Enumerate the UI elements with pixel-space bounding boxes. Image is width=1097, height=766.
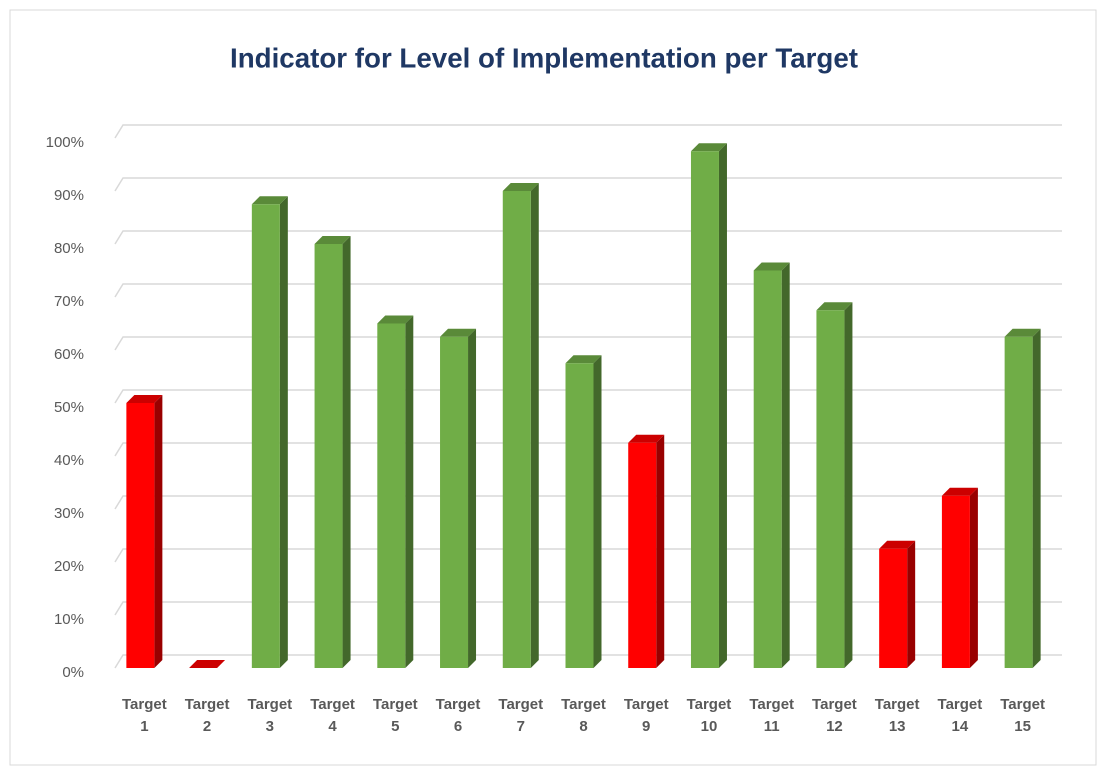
bar-top [565,355,602,364]
x-tick-label: Target 14 [937,696,983,735]
grid-line [114,442,1062,457]
grid-line [114,177,1062,192]
bar-top [690,143,727,152]
grid-line [114,495,1062,510]
bar [753,262,790,668]
grid-line [114,601,1062,616]
bar-front [753,270,782,668]
x-tick-label: Target 3 [247,696,293,735]
bar-side [405,315,414,668]
chart-border [9,9,1097,766]
bar [628,434,665,668]
bar [440,328,477,668]
x-tick-label: Target 8 [561,696,606,735]
bar-front [628,442,657,668]
y-tick-label: 20% [54,558,84,575]
x-tick-label: Target 12 [812,696,857,735]
bar-front [251,204,280,668]
y-tick-label: 0% [62,664,84,681]
bar-top [377,315,414,324]
x-tick-label: Target 11 [749,696,795,735]
bar-side [656,434,665,668]
bar-side [279,196,288,668]
bar [941,487,978,668]
bar-side [342,236,351,668]
x-tick-label: Target 5 [372,696,418,735]
bar [565,355,602,668]
bar-top [126,395,163,403]
bar-top [753,262,790,271]
bar [189,660,226,668]
bar-front [502,191,531,668]
bar-top [1004,328,1041,337]
grid-line [114,548,1062,563]
y-tick-label: 50% [54,399,84,416]
bar-front [690,151,719,668]
y-tick-label: 30% [54,505,84,522]
grid-line [114,336,1062,351]
x-tick-label: Target 1 [121,696,167,735]
bar-top [251,196,288,205]
grid-line [114,124,1062,139]
bar [502,183,539,668]
x-tick-label: Target 2 [184,696,230,735]
bar-front [126,403,155,668]
y-tick-label: 80% [54,240,84,257]
bar-side [1032,328,1041,668]
bar-front [816,310,845,668]
bar-side [593,355,602,668]
x-tick-label: Target 6 [435,696,481,735]
bar-side [154,395,163,668]
bar-side [844,302,853,668]
bar-top [502,183,539,191]
x-tick-label: Target 10 [686,696,732,735]
x-tick-label: Target 4 [310,696,355,735]
bar-front [941,495,970,668]
bar-front [879,548,908,668]
y-tick-label: 90% [54,187,84,204]
grid-line [114,283,1062,298]
bar-side [468,328,477,668]
bar [314,236,351,668]
bar [251,196,288,668]
bar-front [565,363,594,668]
bar-side [969,487,978,668]
bar [377,315,414,668]
grid-line [114,654,1062,669]
chart-title: Indicator for Level of Implementation pe… [230,42,858,73]
bar-top [816,302,853,311]
bar-side [781,262,790,668]
y-tick-label: 60% [54,346,84,363]
bar-front [1004,336,1033,668]
bar-side [530,183,539,668]
x-tick-label: Target 15 [1000,696,1045,735]
bar-side [718,143,727,668]
bar-front [377,323,406,668]
x-tick-label: Target 13 [874,696,920,735]
bar [816,302,853,668]
x-tick-label: Target 9 [623,696,669,735]
y-tick-label: 10% [54,611,84,628]
bar-front [440,336,469,668]
bar-top [941,487,978,496]
bar-top [314,236,351,244]
bar [126,395,163,668]
bar-top [628,434,665,443]
y-tick-label: 40% [54,452,84,469]
bar-front [314,244,343,668]
bar-top [879,540,916,549]
grid-line [114,389,1062,404]
bar-top [440,328,477,337]
grid-line [114,230,1062,245]
bar [879,540,916,668]
bar-top [189,660,226,668]
bar [690,143,727,668]
bar [1004,328,1041,668]
y-tick-label: 100% [46,134,84,151]
y-tick-label: 70% [54,293,84,310]
bar-side [907,540,916,668]
x-tick-label: Target 7 [498,696,544,735]
